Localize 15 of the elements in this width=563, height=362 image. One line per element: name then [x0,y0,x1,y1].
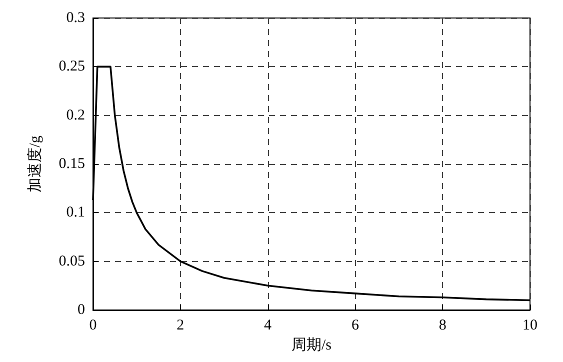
y-tick-label: 0.05 [58,253,85,270]
y-tick-label: 0 [78,302,85,318]
x-axis-title: 周期/s [291,336,332,354]
x-tick-label: 2 [176,318,184,334]
y-tick-label: 0.25 [58,58,85,75]
x-tick-label: 6 [351,318,360,334]
y-tick-label: 0.3 [66,10,85,26]
x-tick-label: 0 [89,318,97,334]
y-tick-label: 0.15 [58,156,85,172]
x-tick-label: 8 [438,318,446,334]
y-tick-label: 0.1 [66,204,85,221]
x-tick-label: 10 [522,318,538,334]
y-tick-label: 0.2 [66,107,85,124]
y-axis-title: 加速度/g [26,135,44,192]
x-tick-label: 4 [264,318,272,334]
